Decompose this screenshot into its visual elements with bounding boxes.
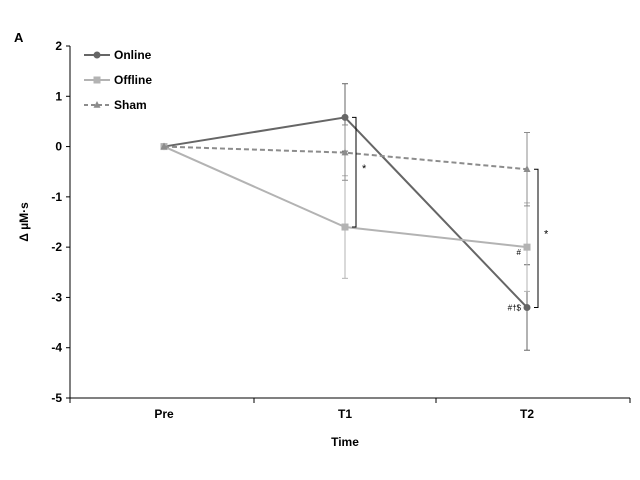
- data-point: [160, 142, 168, 150]
- significance-bracket: [352, 116, 357, 228]
- significance-marker: #†$: [508, 303, 522, 312]
- legend-label: Offline: [114, 73, 152, 87]
- panel-label: A: [14, 30, 24, 45]
- legend-label: Online: [114, 48, 152, 62]
- y-tick-label: -2: [51, 240, 62, 254]
- data-point: [523, 243, 531, 251]
- data-point: [93, 100, 101, 108]
- series-sham: [160, 124, 531, 207]
- significance-marker: #: [517, 248, 522, 257]
- x-tick-label: T1: [338, 407, 352, 421]
- annotation-layer: * * # #†$: [352, 116, 549, 312]
- x-axis-title: Time: [331, 435, 359, 449]
- data-point: [341, 148, 349, 156]
- y-tick-label: 0: [55, 140, 62, 154]
- legend-item: Online: [84, 48, 152, 62]
- y-tick-label: -5: [51, 391, 62, 405]
- data-point: [341, 223, 349, 231]
- y-tick-label: 1: [55, 89, 62, 103]
- data-point: [93, 76, 101, 84]
- data-point: [341, 113, 349, 121]
- series-layer: [160, 83, 531, 351]
- legend: Online Offline Sham: [84, 48, 152, 112]
- y-tick-label: -4: [51, 341, 62, 355]
- data-point: [523, 303, 531, 311]
- legend-label: Sham: [114, 98, 147, 112]
- significance-bracket: [534, 168, 539, 308]
- axes: -5 -4 -3 -2 -1 0 1 2 Pre T1 T2: [51, 39, 631, 421]
- data-point: [93, 51, 101, 59]
- x-tick-label: T2: [520, 407, 534, 421]
- legend-item: Sham: [84, 98, 147, 112]
- y-tick-label: 2: [55, 39, 62, 53]
- y-tick-label: -3: [51, 290, 62, 304]
- data-point: [523, 165, 531, 172]
- significance-marker: *: [544, 229, 549, 241]
- legend-item: Offline: [84, 73, 152, 87]
- x-tick-label: Pre: [154, 407, 174, 421]
- significance-marker: *: [362, 163, 367, 175]
- series-line: [163, 145, 528, 171]
- y-tick-label: -1: [51, 190, 62, 204]
- y-axis-title: Δ µM·s: [17, 202, 31, 242]
